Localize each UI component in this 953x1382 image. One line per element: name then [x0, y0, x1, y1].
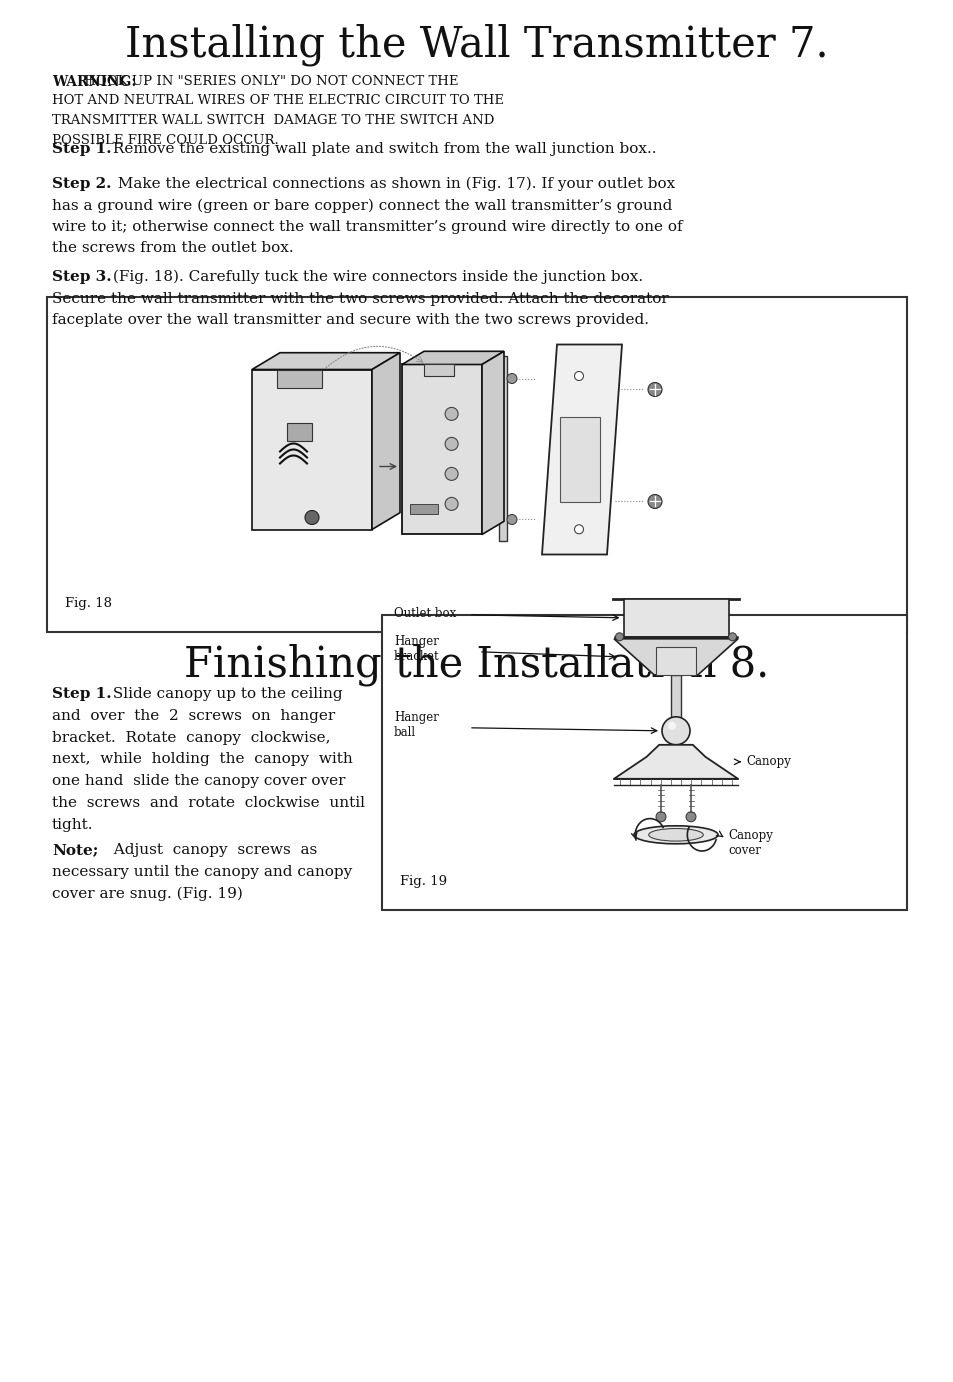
Bar [623, 598, 728, 637]
Polygon shape [401, 351, 503, 365]
Circle shape [615, 633, 623, 641]
Bar [670, 674, 680, 730]
Bar [498, 357, 506, 542]
Text: Step 1.: Step 1. [52, 142, 112, 156]
Text: Fig. 18: Fig. 18 [65, 597, 112, 609]
Text: HOOK UP IN "SERIES ONLY" DO NOT CONNECT THE: HOOK UP IN "SERIES ONLY" DO NOT CONNECT … [80, 75, 458, 88]
Text: Hanger
bracket: Hanger bracket [394, 634, 439, 663]
Circle shape [656, 811, 665, 822]
Text: has a ground wire (green or bare copper) connect the wall transmitter’s ground: has a ground wire (green or bare copper)… [52, 199, 672, 213]
Ellipse shape [648, 828, 702, 842]
Text: Step 3.: Step 3. [52, 269, 112, 283]
Bar [287, 423, 312, 441]
Circle shape [305, 510, 318, 525]
Text: next,  while  holding  the  canopy  with: next, while holding the canopy with [52, 752, 353, 767]
Circle shape [661, 717, 689, 745]
Ellipse shape [634, 826, 718, 844]
Text: Step 2.: Step 2. [52, 177, 112, 191]
Bar [410, 504, 437, 514]
Polygon shape [541, 344, 621, 554]
Circle shape [574, 372, 583, 380]
Circle shape [647, 495, 661, 509]
Text: Secure the wall transmitter with the two screws provided. Attach the decorator: Secure the wall transmitter with the two… [52, 292, 668, 305]
Text: Step 1.: Step 1. [52, 687, 112, 701]
Text: TRANSMITTER WALL SWITCH  DAMAGE TO THE SWITCH AND: TRANSMITTER WALL SWITCH DAMAGE TO THE SW… [52, 113, 494, 127]
Text: Canopy
cover: Canopy cover [727, 829, 772, 857]
Polygon shape [372, 352, 399, 529]
Polygon shape [614, 638, 738, 674]
Text: Outlet box: Outlet box [394, 607, 456, 621]
Bar [559, 417, 599, 502]
Text: (Fig. 18). Carefully tuck the wire connectors inside the junction box.: (Fig. 18). Carefully tuck the wire conne… [108, 269, 642, 285]
Bar [656, 647, 696, 674]
Text: WARNING:: WARNING: [52, 75, 136, 88]
Bar [381, 615, 906, 909]
Text: Remove the existing wall plate and switch from the wall junction box..: Remove the existing wall plate and switc… [108, 142, 656, 156]
Text: the screws from the outlet box.: the screws from the outlet box. [52, 242, 294, 256]
Circle shape [445, 467, 457, 481]
Circle shape [445, 498, 457, 510]
Text: necessary until the canopy and canopy: necessary until the canopy and canopy [52, 865, 352, 879]
Bar [423, 365, 454, 376]
Text: Canopy: Canopy [745, 756, 790, 768]
Text: Note;: Note; [52, 843, 98, 857]
Circle shape [728, 633, 736, 641]
Text: Installing the Wall Transmitter 7.: Installing the Wall Transmitter 7. [125, 23, 828, 66]
Text: the  screws  and  rotate  clockwise  until: the screws and rotate clockwise until [52, 796, 365, 810]
Bar [252, 369, 372, 529]
Text: Make the electrical connections as shown in (Fig. 17). If your outlet box: Make the electrical connections as shown… [108, 177, 675, 191]
Circle shape [445, 408, 457, 420]
Text: tight.: tight. [52, 818, 93, 832]
Polygon shape [614, 745, 738, 779]
Text: Fig. 19: Fig. 19 [399, 875, 447, 889]
Text: bracket.  Rotate  canopy  clockwise,: bracket. Rotate canopy clockwise, [52, 731, 330, 745]
Text: cover are snug. (Fig. 19): cover are snug. (Fig. 19) [52, 887, 243, 901]
Circle shape [506, 373, 517, 383]
Text: POSSIBLE FIRE COULD OCCUR.: POSSIBLE FIRE COULD OCCUR. [52, 134, 278, 146]
Text: and  over  the  2  screws  on  hanger: and over the 2 screws on hanger [52, 709, 335, 723]
Bar [276, 369, 322, 387]
Text: wire to it; otherwise connect the wall transmitter’s ground wire directly to one: wire to it; otherwise connect the wall t… [52, 220, 682, 234]
Text: Finishing the Installation 8.: Finishing the Installation 8. [184, 644, 769, 687]
Bar [401, 365, 481, 535]
Text: Adjust  canopy  screws  as: Adjust canopy screws as [104, 843, 317, 857]
Text: faceplate over the wall transmitter and secure with the two screws provided.: faceplate over the wall transmitter and … [52, 312, 648, 328]
Circle shape [445, 437, 457, 451]
Text: Hanger
ball: Hanger ball [394, 710, 438, 739]
Circle shape [667, 721, 676, 730]
Text: one hand  slide the canopy cover over: one hand slide the canopy cover over [52, 774, 345, 788]
Circle shape [647, 383, 661, 397]
Polygon shape [481, 351, 503, 535]
Text: Slide canopy up to the ceiling: Slide canopy up to the ceiling [108, 687, 342, 701]
Circle shape [685, 811, 696, 822]
Polygon shape [252, 352, 399, 369]
Circle shape [506, 514, 517, 525]
Bar [47, 297, 906, 632]
Circle shape [574, 525, 583, 533]
Text: HOT AND NEUTRAL WIRES OF THE ELECTRIC CIRCUIT TO THE: HOT AND NEUTRAL WIRES OF THE ELECTRIC CI… [52, 94, 503, 108]
